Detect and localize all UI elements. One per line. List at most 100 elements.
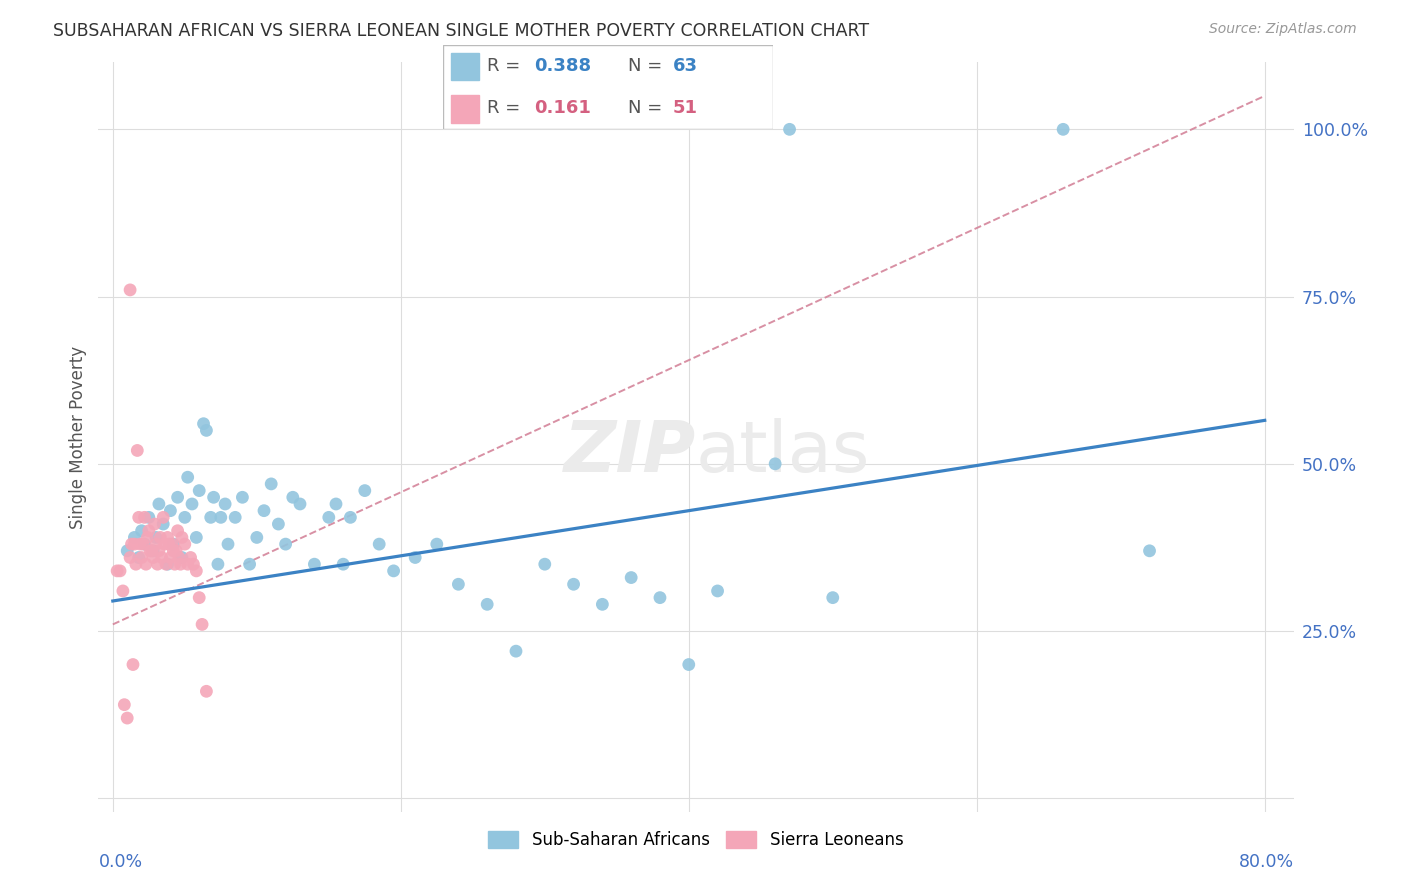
Point <box>162 544 184 558</box>
Point <box>186 564 208 578</box>
Point <box>202 491 225 505</box>
Point <box>533 557 555 572</box>
Point <box>139 544 162 558</box>
Point <box>353 483 375 498</box>
Point <box>143 517 166 532</box>
Point <box>115 711 138 725</box>
Point <box>281 491 304 505</box>
Text: 63: 63 <box>672 57 697 75</box>
Point <box>176 470 198 484</box>
Point <box>148 497 170 511</box>
Point <box>125 557 148 572</box>
Point <box>156 557 179 572</box>
Point <box>145 530 167 544</box>
Point <box>134 510 156 524</box>
Point <box>188 483 211 498</box>
Point <box>706 584 728 599</box>
Point <box>193 417 215 431</box>
Point <box>138 524 160 538</box>
Point <box>170 530 193 544</box>
Point <box>176 557 198 572</box>
Point <box>115 544 138 558</box>
FancyBboxPatch shape <box>443 45 773 129</box>
Point <box>120 550 142 565</box>
Point <box>152 517 174 532</box>
Point <box>209 510 232 524</box>
Point <box>124 537 146 551</box>
Point <box>150 550 173 565</box>
Point <box>142 550 165 565</box>
Point <box>134 537 156 551</box>
Point <box>108 564 131 578</box>
Point <box>169 557 191 572</box>
Point <box>477 598 499 612</box>
Point <box>148 544 170 558</box>
Point <box>325 497 347 511</box>
Point <box>214 497 236 511</box>
Point <box>132 537 155 551</box>
Point <box>591 598 613 612</box>
Point <box>153 537 176 551</box>
Y-axis label: Single Mother Poverty: Single Mother Poverty <box>69 345 87 529</box>
Bar <box>451 95 479 122</box>
Point <box>180 550 202 565</box>
Point <box>332 557 354 572</box>
Text: 80.0%: 80.0% <box>1239 853 1294 871</box>
Point <box>136 530 159 544</box>
Point <box>188 591 211 605</box>
Point <box>122 657 145 672</box>
Text: ZIP: ZIP <box>564 417 696 486</box>
Point <box>141 544 163 558</box>
Point <box>121 537 143 551</box>
Point <box>620 571 643 585</box>
Text: atlas: atlas <box>696 417 870 486</box>
Point <box>181 497 204 511</box>
Point <box>648 591 671 605</box>
Point <box>763 457 786 471</box>
Point <box>159 550 181 565</box>
Point <box>128 510 150 524</box>
Point <box>152 510 174 524</box>
Point <box>111 584 134 599</box>
Point <box>368 537 391 551</box>
Text: R =: R = <box>488 57 526 75</box>
Point <box>157 537 180 551</box>
Text: N =: N = <box>628 57 668 75</box>
Point <box>160 537 183 551</box>
Point <box>166 491 188 505</box>
Point <box>678 657 700 672</box>
Point <box>128 550 150 565</box>
Text: 0.0%: 0.0% <box>98 853 142 871</box>
Point <box>135 557 157 572</box>
Point <box>1052 122 1074 136</box>
Point <box>112 698 135 712</box>
Point <box>162 537 184 551</box>
Text: 0.388: 0.388 <box>534 57 591 75</box>
Point <box>155 557 177 572</box>
Point <box>447 577 470 591</box>
Point <box>120 283 142 297</box>
Point <box>217 537 239 551</box>
Point <box>186 530 208 544</box>
Point <box>127 443 149 458</box>
Point <box>159 503 181 517</box>
Point <box>149 530 172 544</box>
Bar <box>451 54 479 80</box>
Point <box>260 476 283 491</box>
Point <box>304 557 326 572</box>
Point <box>145 537 167 551</box>
Point <box>166 524 188 538</box>
Text: SUBSAHARAN AFRICAN VS SIERRA LEONEAN SINGLE MOTHER POVERTY CORRELATION CHART: SUBSAHARAN AFRICAN VS SIERRA LEONEAN SIN… <box>53 22 869 40</box>
Point <box>404 550 426 565</box>
Point <box>156 530 179 544</box>
Point <box>195 424 218 438</box>
Point <box>267 517 290 532</box>
Point <box>173 510 195 524</box>
Point <box>1139 544 1161 558</box>
Point <box>170 550 193 565</box>
Point <box>274 537 297 551</box>
Point <box>163 557 186 572</box>
Point <box>821 591 844 605</box>
Point <box>239 557 262 572</box>
Point <box>246 530 269 544</box>
